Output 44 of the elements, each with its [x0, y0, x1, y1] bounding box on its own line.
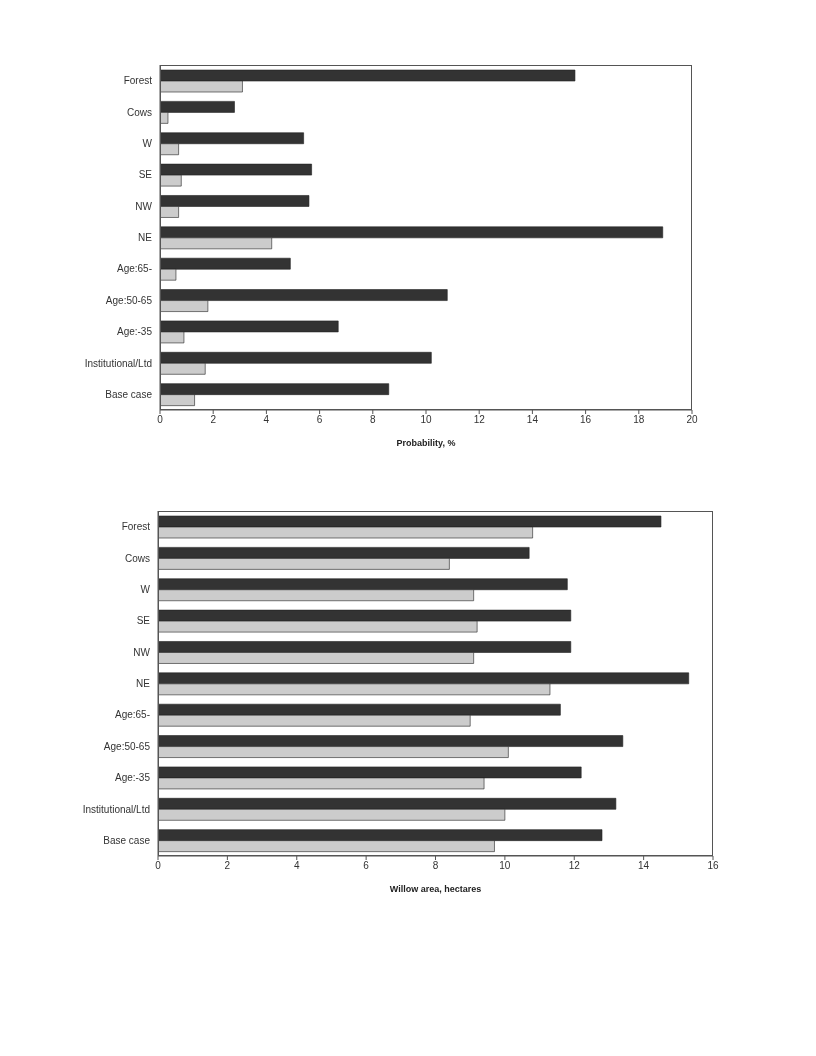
y-tick-label: Institutional/Ltd: [84, 357, 152, 369]
y-tick-label: Age:50-65: [105, 294, 153, 306]
x-tick-label: 18: [633, 414, 645, 426]
y-tick-label: Cows: [126, 106, 152, 118]
x-axis-title: Willow area, hectares: [389, 884, 482, 894]
y-tick-label: W: [140, 583, 151, 595]
x-tick-label: 4: [263, 414, 270, 426]
x-tick-label: 0: [155, 860, 162, 872]
x-tick-label: 14: [526, 414, 539, 426]
x-tick-label: 12: [473, 414, 486, 426]
y-tick-label: Age:-35: [114, 772, 151, 784]
x-tick-label: 20: [686, 414, 698, 426]
x-tick-label: 10: [420, 414, 432, 426]
y-tick-label: Forest: [121, 521, 151, 533]
y-tick-label: Institutional/Ltd: [82, 803, 150, 815]
x-tick-label: 8: [432, 860, 439, 872]
y-tick-label: Age:-35: [116, 326, 153, 338]
y-tick-label: W: [142, 137, 153, 149]
x-axis-title: Probability, %: [396, 438, 456, 448]
x-tick-label: 8: [370, 414, 377, 426]
y-tick-label: Cows: [124, 552, 150, 564]
y-tick-label: NW: [133, 646, 151, 658]
x-tick-label: 10: [499, 860, 511, 872]
x-tick-label: 12: [568, 860, 581, 872]
x-tick-label: 14: [638, 860, 650, 872]
y-tick-label: SE: [136, 615, 151, 627]
x-tick-label: 16: [580, 414, 592, 426]
y-tick-label: Base case: [105, 388, 153, 400]
x-tick-label: 6: [363, 860, 370, 872]
y-tick-label: SE: [138, 169, 153, 181]
y-tick-label: Age:65-: [116, 263, 152, 275]
x-tick-label: 16: [707, 860, 719, 872]
x-tick-label: 2: [224, 860, 231, 872]
y-tick-label: Age:50-65: [103, 740, 151, 752]
y-tick-label: NW: [135, 200, 153, 212]
y-tick-label: Base case: [103, 834, 151, 846]
y-tick-label: NE: [136, 678, 151, 690]
x-tick-label: 2: [210, 414, 217, 426]
x-tick-label: 0: [157, 414, 164, 426]
y-tick-label: NE: [138, 232, 153, 244]
y-tick-label: Age:65-: [114, 709, 150, 721]
x-tick-label: 4: [293, 860, 300, 872]
y-tick-label: Forest: [123, 75, 153, 87]
x-tick-label: 6: [316, 414, 323, 426]
